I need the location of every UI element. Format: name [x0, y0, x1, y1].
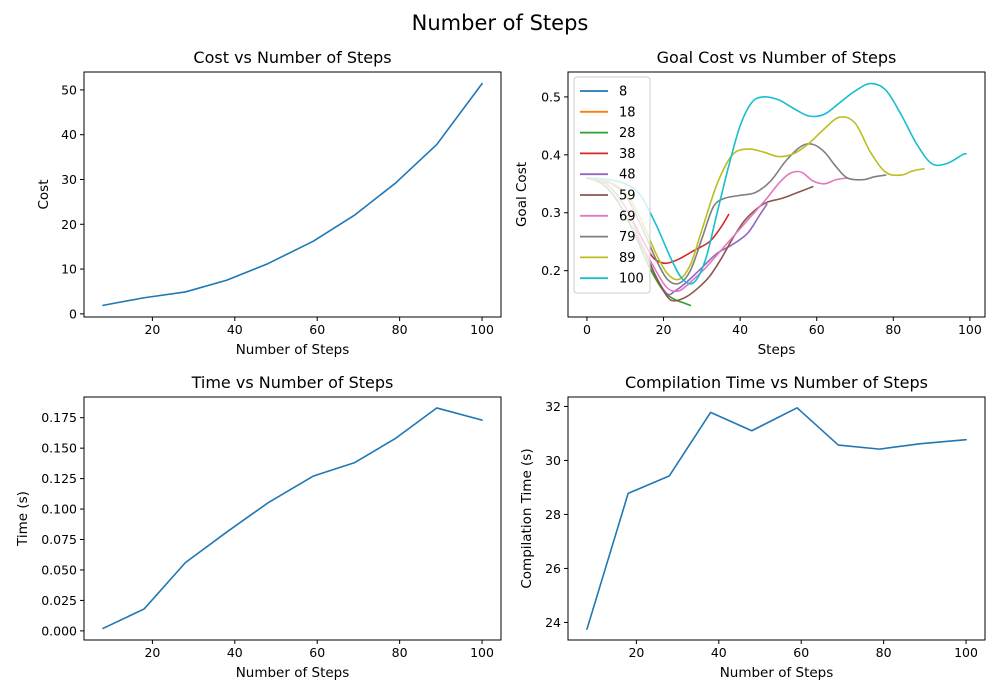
chart-time: 20 40 60 80 100 0.000 0.025 0.050 0.075 0.100 0.12…: [15, 373, 502, 681]
x-tick-label: 60: [793, 645, 809, 660]
legend-label: 18: [619, 105, 636, 120]
x-tick-label: 100: [470, 322, 494, 337]
x-tick-label: 0: [583, 322, 591, 337]
chart-title: Time vs Number of Steps: [191, 373, 394, 392]
x-tick-label: 100: [470, 645, 494, 660]
series-line: [102, 407, 483, 630]
x-axis-label: Steps: [758, 342, 796, 358]
x-tick-label: 80: [876, 645, 892, 660]
y-tick-label: 0.5: [541, 89, 561, 104]
chart-title: Compilation Time vs Number of Steps: [625, 373, 928, 392]
x-tick-label: 20: [144, 322, 160, 337]
y-tick-label: 0.175: [41, 410, 77, 425]
y-axis-label: Compilation Time (s): [519, 448, 535, 588]
y-tick-label: 0.050: [41, 562, 77, 577]
x-tick-label: 80: [392, 645, 408, 660]
axes-frame: [567, 396, 986, 641]
legend-label: 8: [619, 85, 627, 100]
chart-title: Cost vs Number of Steps: [193, 48, 391, 67]
y-tick-label: 0.4: [541, 147, 561, 162]
y-tick-label: 24: [545, 615, 561, 630]
y-tick-label: 0.025: [41, 593, 77, 608]
series-line: [102, 82, 483, 307]
series-line: [586, 407, 967, 630]
series-line-100: [586, 82, 967, 285]
x-tick-label: 100: [958, 322, 982, 337]
legend-label: 89: [619, 251, 636, 266]
legend-label: 28: [619, 126, 636, 141]
legend-label: 59: [619, 189, 636, 204]
y-tick-label: 0.2: [541, 263, 561, 278]
y-tick-label: 32: [545, 399, 561, 414]
x-axis-label: Number of Steps: [236, 665, 350, 681]
legend-label: 48: [619, 168, 636, 183]
y-tick-label: 20: [61, 217, 77, 232]
x-axis-label: Number of Steps: [236, 342, 350, 358]
x-tick-label: 20: [656, 322, 672, 337]
legend-label: 38: [619, 147, 636, 162]
legend-label: 79: [619, 230, 636, 245]
x-tick-label: 80: [392, 322, 408, 337]
axes-frame: [83, 396, 502, 641]
legend-label: 100: [619, 272, 644, 287]
y-tick-label: 0.100: [41, 502, 77, 517]
y-axis-label: Cost: [36, 179, 52, 209]
x-tick-label: 40: [227, 645, 243, 660]
x-axis-label: Number of Steps: [720, 665, 834, 681]
y-tick-label: 50: [61, 82, 77, 97]
x-tick-label: 60: [309, 645, 325, 660]
y-tick-label: 0.150: [41, 441, 77, 456]
legend-label: 69: [619, 209, 636, 224]
x-tick-label: 60: [309, 322, 325, 337]
legend-box: [573, 76, 651, 294]
y-tick-label: 30: [545, 453, 561, 468]
y-tick-label: 26: [545, 561, 561, 576]
y-tick-label: 0.3: [541, 205, 561, 220]
x-tick-label: 40: [227, 322, 243, 337]
y-tick-label: 40: [61, 127, 77, 142]
x-tick-label: 40: [732, 322, 748, 337]
x-tick-label: 40: [711, 645, 727, 660]
y-tick-label: 0.000: [41, 623, 77, 638]
chart-title: Goal Cost vs Number of Steps: [657, 48, 897, 67]
axes-frame: [83, 71, 502, 318]
x-tick-label: 100: [954, 645, 978, 660]
x-tick-label: 20: [628, 645, 644, 660]
y-tick-label: 0.125: [41, 471, 77, 486]
chart-cost: 20 40 60 80 100 0 10 20 30 40 50 Cost vs Number of …: [36, 48, 502, 358]
chart-goal-cost: 0 20 40 60 80 100 0.2 0.3 0.4 0.5 Goal Cost vs Num…: [514, 48, 986, 358]
x-tick-label: 60: [809, 322, 825, 337]
axes-frame: [567, 71, 986, 318]
y-axis-label: Time (s): [15, 491, 31, 547]
y-tick-label: 0: [69, 306, 77, 321]
series-line-79: [586, 143, 887, 285]
x-tick-label: 80: [885, 322, 901, 337]
chart-compilation-time: 20 40 60 80 100 24 26 28 30 32 Compilation Time vs…: [519, 373, 986, 681]
y-tick-label: 28: [545, 507, 561, 522]
y-tick-label: 30: [61, 172, 77, 187]
y-tick-label: 0.075: [41, 532, 77, 547]
y-axis-label: Goal Cost: [514, 162, 530, 227]
figure-title: Number of Steps: [412, 11, 589, 35]
y-tick-label: 10: [61, 262, 77, 277]
x-tick-label: 20: [144, 645, 160, 660]
series-line-89: [586, 116, 925, 281]
